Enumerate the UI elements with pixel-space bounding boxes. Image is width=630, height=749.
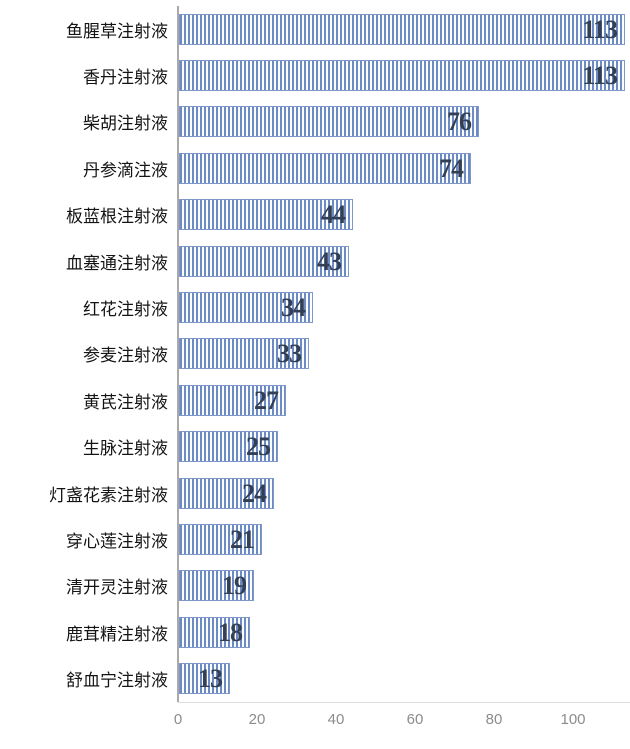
bar: 21 bbox=[179, 523, 262, 555]
bar: 18 bbox=[179, 616, 250, 648]
bar-track: 27 bbox=[179, 384, 630, 416]
bar-row: 鹿茸精注射液 18 bbox=[0, 609, 630, 655]
bar: 33 bbox=[179, 338, 309, 370]
bar-track: 34 bbox=[179, 292, 630, 324]
category-label: 参麦注射液 bbox=[83, 346, 168, 366]
bar-row: 灯盏花素注射液 24 bbox=[0, 470, 630, 516]
value-label: 19 bbox=[222, 571, 247, 601]
value-label: 44 bbox=[321, 200, 346, 230]
category-label: 鹿茸精注射液 bbox=[66, 624, 168, 644]
bar-row: 板蓝根注射液 44 bbox=[0, 192, 630, 238]
bar-track: 43 bbox=[179, 245, 630, 277]
category-label: 香丹注射液 bbox=[83, 68, 168, 88]
category-label: 穿心莲注射液 bbox=[66, 531, 168, 551]
value-label: 27 bbox=[254, 385, 279, 415]
category-label: 血塞通注射液 bbox=[66, 253, 168, 273]
bar: 25 bbox=[179, 431, 278, 463]
category-label: 鱼腥草注射液 bbox=[66, 21, 168, 41]
value-label: 21 bbox=[230, 524, 255, 554]
bar-track: 18 bbox=[179, 616, 630, 648]
bar-row: 舒血宁注射液 13 bbox=[0, 655, 630, 701]
category-label: 舒血宁注射液 bbox=[66, 671, 168, 691]
bar: 44 bbox=[179, 199, 353, 231]
bar: 113 bbox=[179, 60, 625, 92]
value-label: 18 bbox=[218, 617, 243, 647]
bar-track: 25 bbox=[179, 431, 630, 463]
bar-row: 穿心莲注射液 21 bbox=[0, 516, 630, 562]
value-label: 76 bbox=[447, 107, 472, 137]
bar: 76 bbox=[179, 106, 479, 138]
x-tick-label: 0 bbox=[173, 711, 183, 728]
bar-track: 113 bbox=[179, 60, 630, 92]
bar-row: 柴胡注射液 76 bbox=[0, 99, 630, 145]
bar: 27 bbox=[179, 384, 286, 416]
bar: 13 bbox=[179, 663, 230, 695]
value-label: 113 bbox=[582, 61, 618, 91]
bar: 74 bbox=[179, 152, 471, 184]
bar-row: 丹参滴注液 74 bbox=[0, 145, 630, 191]
value-label: 24 bbox=[242, 478, 267, 508]
category-label: 板蓝根注射液 bbox=[66, 207, 168, 227]
category-label: 生脉注射液 bbox=[83, 439, 168, 459]
bar-row: 血塞通注射液 43 bbox=[0, 238, 630, 284]
x-tick-label: 20 bbox=[248, 711, 266, 728]
bar: 19 bbox=[179, 570, 254, 602]
category-label: 清开灵注射液 bbox=[66, 578, 168, 598]
bar-row: 清开灵注射液 19 bbox=[0, 563, 630, 609]
bar: 34 bbox=[179, 292, 313, 324]
bar-track: 74 bbox=[179, 152, 630, 184]
bar-track: 44 bbox=[179, 199, 630, 231]
category-label: 丹参滴注液 bbox=[83, 160, 168, 180]
category-label: 柴胡注射液 bbox=[83, 114, 168, 134]
bar-row: 红花注射液 34 bbox=[0, 284, 630, 330]
bar-track: 13 bbox=[179, 663, 630, 695]
bar-track: 113 bbox=[179, 13, 630, 45]
x-tick-label: 60 bbox=[406, 711, 424, 728]
bar-track: 33 bbox=[179, 338, 630, 370]
x-tick-label: 80 bbox=[485, 711, 503, 728]
bar-track: 19 bbox=[179, 570, 630, 602]
bar-track: 24 bbox=[179, 477, 630, 509]
bar-track: 76 bbox=[179, 106, 630, 138]
x-tick-label: 40 bbox=[327, 711, 345, 728]
bar-row: 生脉注射液 25 bbox=[0, 424, 630, 470]
value-label: 25 bbox=[246, 432, 271, 462]
category-label: 黄芪注射液 bbox=[83, 392, 168, 412]
bars-container: 鱼腥草注射液 113 香丹注射液 113 柴胡注射液 76 丹参滴注液 74 板蓝根注射液 44 血… bbox=[0, 6, 630, 702]
bar-row: 黄芪注射液 27 bbox=[0, 377, 630, 423]
bar-row: 鱼腥草注射液 113 bbox=[0, 6, 630, 52]
value-label: 74 bbox=[439, 153, 464, 183]
bar: 113 bbox=[179, 13, 625, 45]
x-axis-ticks: 0 20 40 60 80 100 bbox=[0, 702, 630, 749]
value-label: 34 bbox=[281, 293, 306, 323]
bar: 43 bbox=[179, 245, 349, 277]
value-label: 33 bbox=[277, 339, 302, 369]
bar-row: 参麦注射液 33 bbox=[0, 331, 630, 377]
category-label: 红花注射液 bbox=[83, 300, 168, 320]
value-label: 43 bbox=[317, 246, 342, 276]
y-axis-line bbox=[177, 6, 179, 702]
x-axis-line bbox=[178, 702, 630, 703]
value-label: 113 bbox=[582, 14, 618, 44]
category-label: 灯盏花素注射液 bbox=[49, 485, 168, 505]
bar-row: 香丹注射液 113 bbox=[0, 52, 630, 98]
bar: 24 bbox=[179, 477, 274, 509]
x-tick-label: 100 bbox=[560, 711, 586, 728]
value-label: 13 bbox=[198, 664, 223, 694]
bar-track: 21 bbox=[179, 523, 630, 555]
